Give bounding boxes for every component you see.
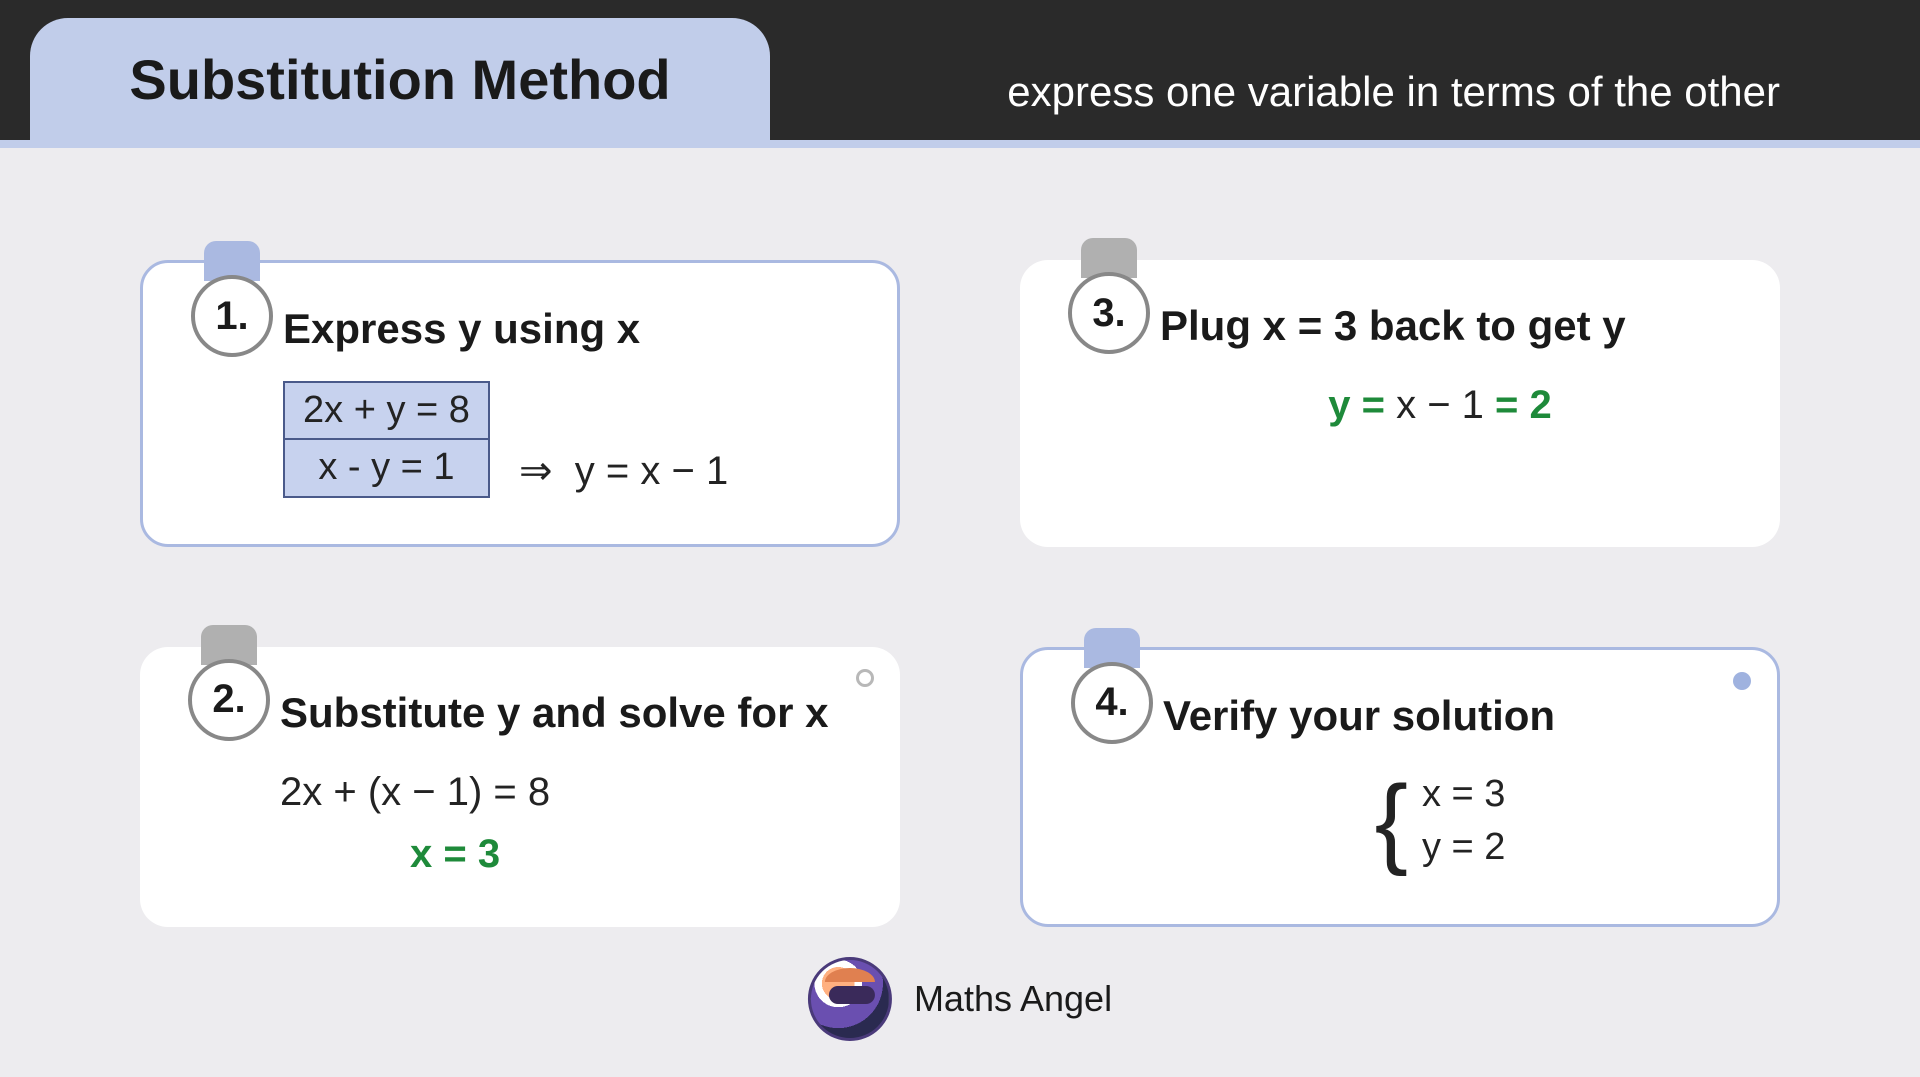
header-underline [0,140,1920,148]
badge-number: 3. [1068,272,1150,354]
badge-number: 2. [188,659,270,741]
brand-logo-icon [808,957,892,1041]
step-body: 2x + (x − 1) = 8 x = 3 [280,765,840,881]
eq-result: = 2 [1495,383,1552,427]
substituted-equation: 2x + (x − 1) = 8 [280,765,840,819]
step-card-1: 1. Express y using x 2x + y = 8 x - y = … [140,260,900,547]
step-body: { x = 3 y = 2 [1163,768,1717,874]
eq-mid: x − 1 [1385,383,1495,427]
solution-system: { x = 3 y = 2 [1163,768,1717,874]
eq-prefix: y = [1328,383,1385,427]
step-title: Verify your solution [1163,692,1717,740]
step-body: y = x − 1 = 2 [1160,378,1720,432]
step-title: Plug x = 3 back to get y [1160,302,1720,350]
x-result: x = 3 [410,832,500,876]
page-title: Substitution Method [129,47,670,112]
step-card-2: 2. Substitute y and solve for x 2x + (x … [140,647,900,927]
corner-dot-icon [856,669,874,687]
badge-number: 4. [1071,662,1153,744]
step-title: Express y using x [283,305,837,353]
corner-dot-icon [1733,672,1751,690]
solution-x: x = 3 [1422,768,1505,821]
derivation: ⇒ y = x − 1 [519,444,728,498]
step-badge-4: 4. [1071,628,1153,744]
step-badge-3: 3. [1068,238,1150,354]
solution-values: x = 3 y = 2 [1422,768,1505,874]
title-tab: Substitution Method [30,18,770,140]
step-card-3: 3. Plug x = 3 back to get y y = x − 1 = … [1020,260,1780,547]
solution-y: y = 2 [1422,821,1505,874]
result-line: x = 3 [280,827,840,881]
left-brace-icon: { [1375,781,1408,861]
step-card-4: 4. Verify your solution { x = 3 y = 2 [1020,647,1780,927]
derived-equation: y = x − 1 [575,449,728,493]
equation-1: 2x + y = 8 [283,381,490,440]
step-badge-1: 1. [191,241,273,357]
page-subtitle: express one variable in terms of the oth… [1007,68,1780,116]
header-bar: Substitution Method express one variable… [0,0,1920,140]
equation-system-box: 2x + y = 8 x - y = 1 [283,381,490,498]
brand-name: Maths Angel [914,978,1112,1020]
step-title: Substitute y and solve for x [280,689,840,737]
footer: Maths Angel [808,957,1112,1041]
equation-2: x - y = 1 [283,440,490,497]
cards-grid: 1. Express y using x 2x + y = 8 x - y = … [140,260,1780,927]
step-badge-2: 2. [188,625,270,741]
badge-number: 1. [191,275,273,357]
step-body: 2x + y = 8 x - y = 1 ⇒ y = x − 1 [283,381,837,498]
